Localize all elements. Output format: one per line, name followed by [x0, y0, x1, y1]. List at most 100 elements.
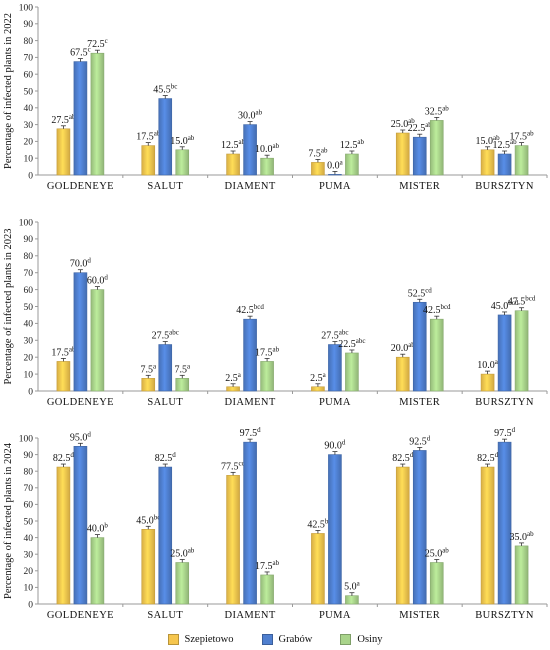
- data-label: 25.0ab: [170, 547, 195, 560]
- bar-osiny: [175, 562, 190, 605]
- bar-grabow: [158, 344, 173, 392]
- data-label: 42.5bcd: [423, 303, 451, 316]
- y-tick-label: 70: [24, 54, 34, 64]
- legend-swatch-szepietowo: [167, 633, 179, 645]
- y-tick-label: 50: [24, 517, 34, 527]
- legend-label-osiny: Osiny: [357, 633, 383, 645]
- data-label: 42.5bcd: [236, 303, 264, 316]
- bar-szepietowo: [395, 466, 410, 605]
- data-label: 67.5c: [70, 46, 91, 59]
- bar-osiny: [175, 378, 190, 392]
- data-label: 17.5ab: [255, 345, 280, 358]
- y-tick-label: 10: [24, 584, 34, 594]
- x-category-label: DIAMENT: [224, 397, 275, 408]
- bar-szepietowo: [141, 145, 156, 176]
- y-tick-label: 100: [19, 3, 34, 13]
- bar-grabow: [243, 441, 257, 605]
- data-label: 17.5ab: [136, 130, 161, 143]
- bar-osiny: [90, 52, 105, 176]
- data-label: 32.5ab: [425, 104, 450, 117]
- bar-grabow: [158, 466, 173, 605]
- bar-szepietowo: [311, 386, 325, 392]
- data-label: 22.5ab: [408, 121, 433, 134]
- data-label: 77.5cd: [221, 459, 246, 472]
- data-label: 52.5cd: [408, 286, 433, 299]
- data-label: 92.5d: [409, 434, 431, 447]
- y-axis-label: Percentage of infected plants in 2024: [3, 442, 14, 599]
- bar-grabow: [497, 441, 512, 605]
- bar-osiny: [429, 318, 444, 392]
- y-tick-label: 0: [28, 171, 33, 181]
- y-tick-label: 90: [24, 20, 34, 30]
- y-tick-label: 20: [24, 567, 34, 577]
- bar-szepietowo: [226, 386, 240, 392]
- bar-szepietowo: [480, 373, 495, 392]
- bar-szepietowo: [56, 466, 71, 605]
- bar-szepietowo: [480, 466, 495, 605]
- y-tick-label: 30: [24, 121, 34, 131]
- y-tick-label: 10: [24, 370, 34, 380]
- x-category-label: SALUT: [147, 610, 183, 621]
- bar-grabow: [497, 153, 512, 176]
- y-axis-label: Percentage of infected plants in 2023: [3, 229, 14, 385]
- x-category-label: DIAMENT: [224, 610, 275, 621]
- data-label: 17.5ab: [255, 559, 280, 572]
- chart-panel-3: 0 10 20 30 40 50 60 70 80 90 100 Percentage of infe…: [3, 426, 548, 621]
- data-label: 97.5d: [240, 426, 261, 439]
- y-tick-label: 0: [28, 600, 33, 610]
- bar-szepietowo: [226, 153, 240, 176]
- bar-grabow: [328, 174, 342, 176]
- data-label: 95.0d: [70, 430, 92, 443]
- y-tick-label: 60: [24, 286, 34, 296]
- data-label: 90.0d: [324, 439, 346, 452]
- x-category-label: MISTER: [399, 397, 440, 408]
- y-tick-label: 40: [24, 320, 34, 330]
- data-label: 17.5ab: [51, 345, 76, 358]
- y-tick-label: 100: [19, 434, 34, 444]
- bar-osiny: [260, 157, 274, 176]
- data-label: 12.5ab: [340, 138, 365, 151]
- x-category-label: GOLDENEYE: [47, 181, 114, 192]
- data-label: 40.0b: [87, 522, 109, 535]
- bar-szepietowo: [141, 528, 156, 605]
- y-tick-label: 30: [24, 337, 34, 347]
- y-tick-label: 80: [24, 252, 34, 262]
- y-tick-label: 60: [24, 71, 34, 81]
- bar-osiny: [429, 120, 444, 176]
- legend-item-grabow: Grabów: [261, 633, 313, 645]
- bar-grabow: [73, 272, 88, 392]
- x-category-label: BURSZTYN: [475, 397, 534, 408]
- legend-swatch-osiny: [340, 633, 352, 645]
- data-label: 7.5a: [174, 362, 191, 375]
- bar-osiny: [90, 289, 105, 392]
- legend-label-szepietowo: Szepietowo: [184, 633, 234, 645]
- data-label: 17.5ab: [510, 130, 535, 143]
- data-label: 27.5ab: [51, 113, 76, 126]
- x-category-label: GOLDENEYE: [47, 397, 114, 408]
- data-label: 15.0ab: [170, 134, 195, 147]
- data-label: 7.5a: [140, 362, 157, 375]
- data-label: 45.0bcd: [491, 299, 519, 312]
- bar-szepietowo: [395, 356, 410, 392]
- y-tick-label: 50: [24, 303, 34, 313]
- bar-grabow: [412, 136, 427, 176]
- x-category-label: BURSZTYN: [475, 610, 534, 621]
- y-tick-label: 90: [24, 451, 34, 461]
- data-label: 10.0a: [477, 358, 499, 371]
- data-label: 15.0ab: [476, 134, 501, 147]
- bar-grabow: [328, 344, 342, 392]
- bar-osiny: [514, 545, 529, 605]
- legend-label-grabow: Grabów: [278, 633, 313, 645]
- data-label: 30.0ab: [238, 109, 263, 122]
- data-label: 10.0ab: [255, 142, 280, 155]
- bar-osiny: [260, 574, 274, 605]
- legend: Szepietowo Grabów Osiny: [0, 631, 550, 647]
- y-tick-label: 20: [24, 138, 34, 148]
- bar-szepietowo: [56, 361, 71, 392]
- bar-grabow: [73, 445, 88, 605]
- y-tick-label: 80: [24, 468, 34, 478]
- y-tick-label: 0: [28, 387, 33, 397]
- y-tick-label: 100: [19, 218, 34, 228]
- data-label: 2.5a: [310, 371, 327, 384]
